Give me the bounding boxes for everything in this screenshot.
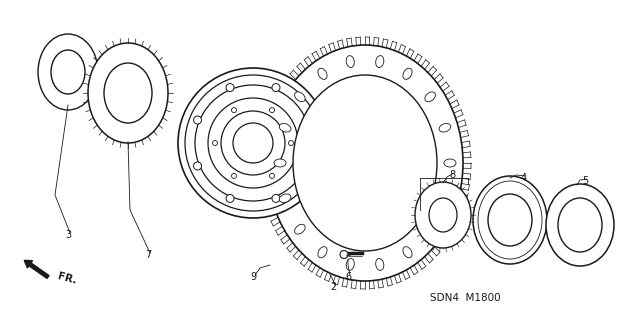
Ellipse shape [294, 224, 305, 234]
Ellipse shape [439, 194, 451, 203]
Ellipse shape [279, 194, 291, 203]
Ellipse shape [226, 84, 234, 92]
Ellipse shape [212, 140, 218, 146]
Ellipse shape [305, 116, 312, 124]
Text: 3: 3 [65, 230, 71, 240]
Ellipse shape [193, 162, 202, 170]
Ellipse shape [403, 68, 412, 79]
Ellipse shape [272, 195, 280, 203]
Ellipse shape [208, 98, 298, 188]
Text: 9: 9 [250, 272, 256, 282]
Text: 5: 5 [582, 176, 588, 186]
Ellipse shape [293, 75, 437, 251]
Ellipse shape [195, 85, 311, 201]
Ellipse shape [289, 140, 294, 146]
Ellipse shape [274, 159, 286, 167]
Ellipse shape [340, 251, 348, 259]
Ellipse shape [376, 56, 384, 68]
Ellipse shape [88, 43, 168, 143]
Ellipse shape [267, 45, 463, 281]
Text: 7: 7 [145, 250, 151, 260]
Ellipse shape [221, 111, 285, 175]
Ellipse shape [38, 34, 98, 110]
Ellipse shape [233, 123, 273, 163]
Ellipse shape [473, 176, 547, 264]
Ellipse shape [429, 198, 457, 232]
Ellipse shape [403, 247, 412, 258]
Ellipse shape [346, 259, 355, 270]
Text: SDN4  M1800: SDN4 M1800 [430, 293, 500, 303]
Ellipse shape [226, 195, 234, 203]
Ellipse shape [488, 194, 532, 246]
Ellipse shape [193, 116, 202, 124]
Ellipse shape [104, 63, 152, 123]
Text: 4: 4 [521, 173, 527, 183]
Ellipse shape [425, 92, 435, 102]
Ellipse shape [294, 92, 305, 102]
Ellipse shape [272, 84, 280, 92]
Ellipse shape [269, 108, 275, 113]
Ellipse shape [318, 68, 327, 79]
Ellipse shape [558, 198, 602, 252]
Ellipse shape [444, 159, 456, 167]
Ellipse shape [279, 124, 291, 132]
Text: 8: 8 [449, 170, 455, 180]
Ellipse shape [232, 108, 237, 113]
Ellipse shape [439, 124, 451, 132]
FancyArrow shape [24, 260, 49, 278]
Text: 2: 2 [330, 282, 336, 292]
Ellipse shape [185, 75, 321, 211]
Ellipse shape [376, 259, 384, 270]
Ellipse shape [415, 182, 471, 248]
Ellipse shape [318, 247, 327, 258]
Ellipse shape [269, 173, 275, 179]
Ellipse shape [425, 224, 435, 234]
Ellipse shape [305, 162, 312, 170]
Ellipse shape [546, 184, 614, 266]
Text: 6: 6 [345, 272, 351, 282]
Ellipse shape [232, 173, 237, 179]
Text: FR.: FR. [56, 272, 77, 286]
Ellipse shape [346, 56, 355, 68]
Ellipse shape [51, 50, 85, 94]
Ellipse shape [178, 68, 328, 218]
